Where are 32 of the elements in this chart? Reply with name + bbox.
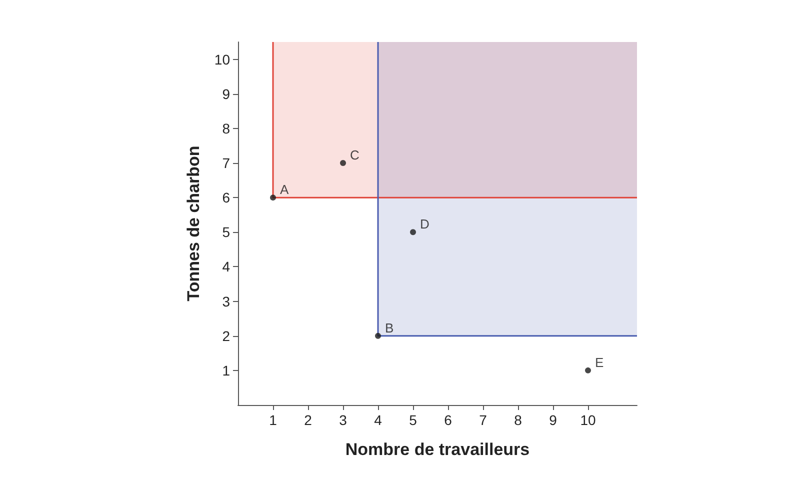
x-tick-label: 3: [339, 412, 348, 428]
point: [585, 367, 591, 374]
y-tick-label: 8: [222, 120, 230, 136]
point: [270, 194, 276, 201]
point: [410, 229, 416, 236]
y-tick-label: 1: [222, 362, 230, 378]
x-tick-label: 10: [580, 412, 596, 428]
x-tick-label: 6: [444, 412, 452, 428]
annotation: C: [350, 148, 360, 162]
y-tick-label: 5: [222, 224, 230, 240]
annotation: B: [385, 320, 394, 336]
point: [340, 160, 346, 166]
y-axis-title: Tonnes de charbon: [184, 146, 203, 302]
annotation: A: [280, 182, 289, 198]
point: [375, 332, 381, 339]
y-tick-label: 9: [222, 86, 230, 102]
y-tick-label: 3: [222, 293, 230, 310]
y-tick-label: 10: [214, 51, 230, 68]
x-tick-label: 1: [269, 412, 278, 428]
x-axis-title: Nombre de travailleurs: [345, 440, 530, 459]
annotation: E: [595, 354, 604, 370]
x-tick-label: 8: [514, 412, 522, 428]
x-tick-label: 4: [374, 412, 382, 428]
x-tick-label: 9: [549, 412, 558, 428]
x-tick-label: 7: [479, 412, 488, 428]
y-tick-label: 4: [222, 258, 230, 275]
annotation: D: [420, 216, 430, 232]
x-tick-label: 5: [409, 412, 418, 428]
y-tick-label: 7: [222, 155, 230, 171]
x-tick-label: 2: [304, 412, 312, 428]
y-tick-label: 6: [222, 190, 230, 206]
y-tick-label: 2: [222, 328, 230, 344]
